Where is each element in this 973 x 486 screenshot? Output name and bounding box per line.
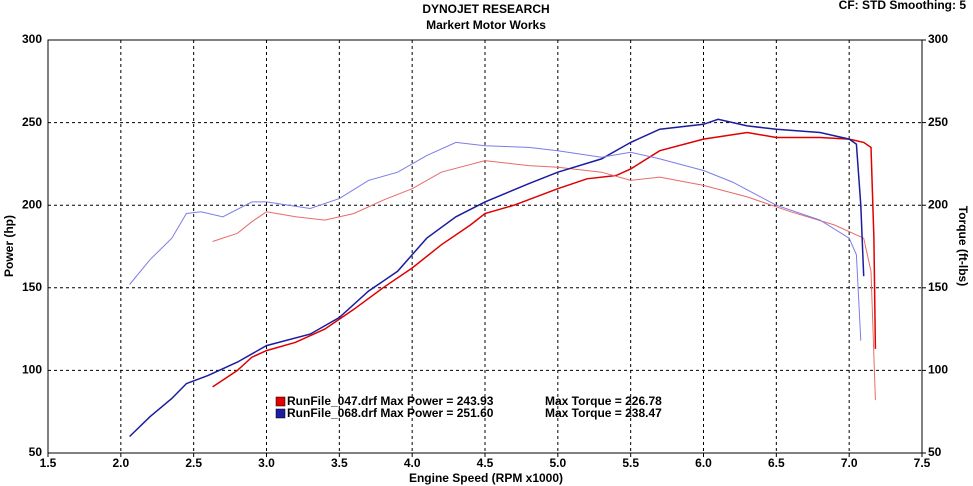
y-tick-label: 150 [22,280,42,294]
corner-note: CF: STD Smoothing: 5 [839,0,967,12]
x-tick-label: 6.5 [768,456,785,470]
y2-tick-label: 100 [928,363,948,377]
x-tick-label: 5.5 [622,456,639,470]
legend-swatch [275,408,286,419]
x-tick-label: 4.0 [404,456,421,470]
y-axis-label: Power (hp) [2,215,16,277]
y2-tick-label: 50 [928,445,942,459]
x-tick-label: 2.0 [112,456,129,470]
chart-subtitle: Markert Motor Works [426,18,546,32]
x-tick-label: 3.5 [331,456,348,470]
y2-tick-label: 250 [928,115,948,129]
x-axis-label: Engine Speed (RPM x1000) [409,471,563,485]
x-tick-label: 7.5 [914,456,931,470]
series-line [212,160,876,401]
legend-power: RunFile_068.drf Max Power = 251.60 [287,406,494,420]
x-tick-label: 3.0 [258,456,275,470]
y2-tick-label: 300 [928,32,948,46]
series-line [129,118,865,438]
legend-torque: Max Torque = 238.47 [545,406,662,420]
legend-torque: Max Torque = 226.78 [545,394,662,408]
legend-power: RunFile_047.drf Max Power = 243.93 [287,394,494,408]
series-line [212,131,877,388]
y-tick-label: 50 [29,445,43,459]
x-tick-label: 7.0 [841,456,858,470]
y2-tick-label: 150 [928,280,948,294]
y-tick-label: 250 [22,115,42,129]
y-tick-label: 200 [22,197,42,211]
x-tick-label: 6.0 [695,456,712,470]
x-tick-label: 5.0 [549,456,566,470]
chart-title: DYNOJET RESEARCH [422,2,549,16]
y2-axis-label: Torque (ft-lbs) [956,206,970,286]
x-tick-label: 4.5 [477,456,494,470]
x-tick-label: 2.5 [185,456,202,470]
y2-tick-label: 200 [928,197,948,211]
series-line [129,141,862,341]
x-tick-label: 1.5 [40,456,57,470]
y-tick-label: 300 [22,32,42,46]
legend-swatch [275,396,286,407]
y-tick-label: 100 [22,363,42,377]
